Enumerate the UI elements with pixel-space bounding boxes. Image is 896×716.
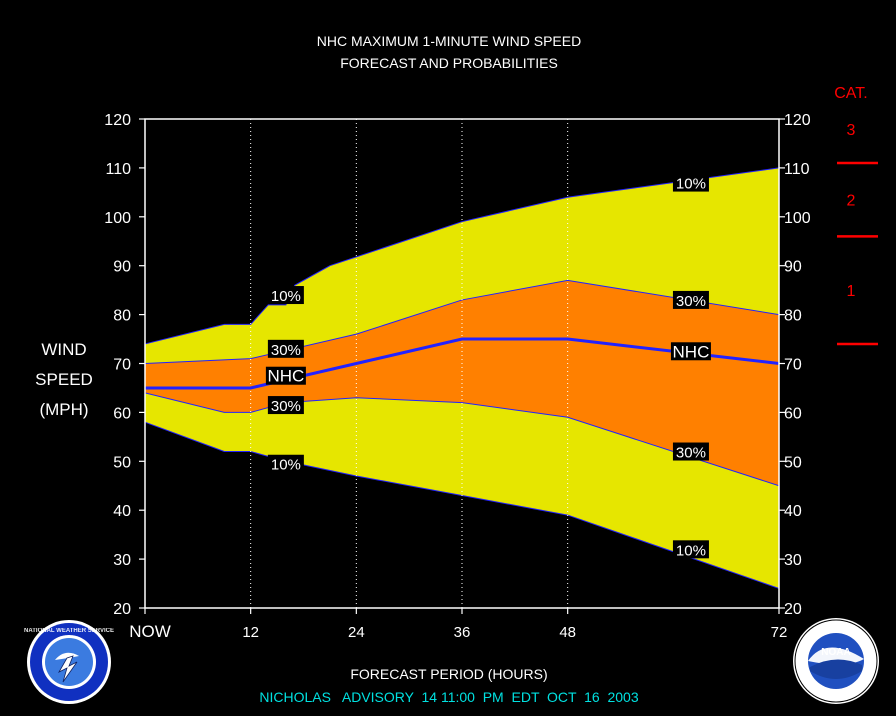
x-tick-label: 72 <box>771 624 788 641</box>
y-axis-right: 20 30 40 50 60 70 80 90 100 110 120 <box>779 112 811 618</box>
annotation-bg <box>670 342 711 361</box>
x-tick-label: NOW <box>129 622 171 641</box>
annotation-text: 10% <box>271 288 301 305</box>
y-tick-label-right: 110 <box>784 161 810 178</box>
y-tick-label-right: 30 <box>784 552 802 569</box>
annotation-bg <box>672 442 709 461</box>
annotation-label: 30% <box>672 442 709 462</box>
y-tick-label-right: 100 <box>784 210 811 227</box>
y-axis-left: 20 30 40 50 60 70 80 90 100 110 120 <box>104 112 145 618</box>
band-lower-edge <box>144 392 780 487</box>
y-tick-label-left: 60 <box>113 405 131 422</box>
y-tick-label-right: 70 <box>784 357 802 374</box>
y-tick-label-right: 20 <box>784 601 802 618</box>
annotation-label: 10% <box>672 540 709 559</box>
y-tick-label-right: 40 <box>784 503 802 520</box>
y-tick-label-left: 90 <box>113 259 131 276</box>
chart-title-line-2: FORECAST AND PROBABILITIES <box>340 55 558 71</box>
y-tick-label-left: 80 <box>113 308 131 325</box>
y-tick-label-left: 70 <box>113 357 131 374</box>
y-tick-label-left: 110 <box>105 161 131 178</box>
annotation-text: 10% <box>271 457 301 474</box>
annotation-bg <box>267 286 304 305</box>
x-axis-label: FORECAST PERIOD (HOURS) <box>350 666 547 682</box>
x-axis: NOW 12 24 36 48 72 <box>129 608 787 641</box>
annotation-text: NHC <box>267 367 304 386</box>
annotation-text: NHC <box>673 342 710 361</box>
x-tick-label: 48 <box>559 624 576 641</box>
nws-logo: NATIONAL WEATHER SERVICE <box>24 620 114 704</box>
category-label: 1 <box>847 283 856 300</box>
annotation-label: NHC <box>670 342 711 361</box>
noaa-wave-icon <box>810 659 862 679</box>
advisory-line: NICHOLAS ADVISORY 14 11:00 PM EDT OCT 16… <box>259 689 638 705</box>
annotation-bg <box>672 540 709 559</box>
annotation-label: 30% <box>267 396 304 415</box>
annotation-label: 30% <box>267 339 304 359</box>
x-tick-label: 36 <box>454 624 471 641</box>
category-scale-title: CAT. <box>834 85 867 102</box>
annotation-label: NHC <box>265 366 306 386</box>
annotation-bg <box>672 290 709 309</box>
annotation-text: 10% <box>676 542 706 559</box>
annotation-bg <box>672 173 709 192</box>
y-tick-label-right: 90 <box>784 259 802 276</box>
annotation-text: 30% <box>271 398 301 415</box>
y-axis-label-line-2: SPEED <box>35 370 93 389</box>
annotation-bg <box>265 366 306 385</box>
x-tick-label: 24 <box>348 624 365 641</box>
y-tick-label-left: 20 <box>113 601 131 618</box>
y-tick-label-right: 60 <box>784 405 802 422</box>
y-tick-label-right: 120 <box>784 112 811 129</box>
y-axis-label-line-3: (MPH) <box>39 400 88 419</box>
annotation-label: 10% <box>267 286 304 305</box>
noaa-bird-icon <box>808 647 864 665</box>
annotation-bg <box>267 454 304 473</box>
y-axis-label-line-1: WIND <box>41 340 86 359</box>
y-tick-label-right: 50 <box>784 454 802 471</box>
y-tick-label-left: 100 <box>104 210 131 227</box>
annotation-label: 10% <box>672 173 709 193</box>
annotation-bg <box>267 396 304 415</box>
band-lower-edge <box>144 421 780 589</box>
annotation-label: 10% <box>267 454 304 474</box>
cloud-icon <box>55 652 79 660</box>
annotation-text: 30% <box>271 342 301 359</box>
y-tick-label-left: 40 <box>113 503 131 520</box>
nhc-forecast-line <box>145 337 780 390</box>
noaa-logo: NOAA <box>793 618 879 704</box>
lightning-icon <box>57 655 78 683</box>
noaa-logo-text: NOAA <box>821 647 850 658</box>
annotation-text: 30% <box>676 445 706 462</box>
noaa-logo-border <box>794 619 878 703</box>
band-upper-edge <box>144 279 780 364</box>
annotation-bg <box>267 339 304 358</box>
hurricane-category-scale: CAT. 1 2 3 <box>834 85 878 346</box>
y-tick-label-left: 50 <box>113 454 131 471</box>
category-label: 2 <box>847 193 856 210</box>
chart-title-line-1: NHC MAXIMUM 1-MINUTE WIND SPEED <box>317 33 581 49</box>
annotation-text: 10% <box>676 176 706 193</box>
nws-logo-text: NATIONAL WEATHER SERVICE <box>24 628 114 634</box>
annotation-label: 30% <box>672 290 709 310</box>
annotations: 10% 30% NHC 30% 10% 10% 30% NHC 30% 10% <box>265 173 711 559</box>
annotation-text: 30% <box>676 293 706 310</box>
y-tick-label-left: 30 <box>113 552 131 569</box>
y-tick-label-right: 80 <box>784 308 802 325</box>
x-tick-label: 12 <box>242 624 259 641</box>
y-tick-label-left: 120 <box>104 112 131 129</box>
nhc-forecast-line-group <box>145 337 780 390</box>
category-label: 3 <box>847 122 856 139</box>
